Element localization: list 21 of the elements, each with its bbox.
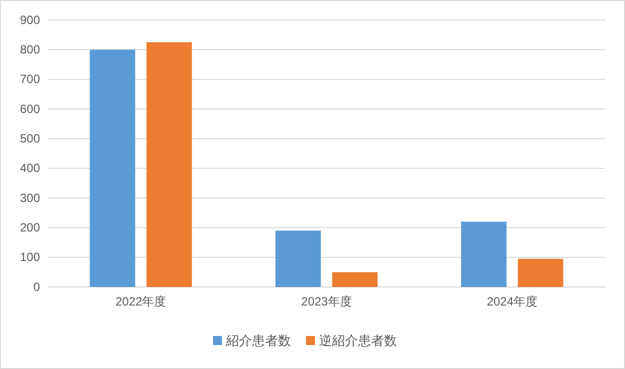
x-tick-label: 2024年度	[486, 294, 538, 309]
y-tick-label: 200	[20, 220, 40, 235]
x-tick-label: 2022年度	[115, 294, 166, 309]
bar	[275, 230, 321, 287]
legend-label: 逆紹介患者数	[319, 334, 397, 349]
y-tick-label: 0	[33, 280, 40, 294]
bar	[461, 222, 506, 287]
y-tick-label: 100	[20, 250, 40, 264]
legend-label: 紹介患者数	[225, 334, 291, 349]
y-tick-label: 400	[20, 161, 40, 176]
y-tick-label: 800	[20, 42, 40, 57]
bar	[146, 42, 192, 287]
y-tick-label: 600	[20, 102, 40, 116]
y-tick-label: 700	[20, 72, 40, 86]
y-tick-label: 900	[20, 12, 40, 27]
bar	[518, 258, 564, 287]
bar	[332, 272, 378, 287]
x-tick-label: 2023年度	[301, 294, 352, 309]
y-tick-label: 500	[20, 132, 40, 146]
y-tick-label: 300	[20, 190, 40, 205]
bar	[90, 50, 136, 287]
